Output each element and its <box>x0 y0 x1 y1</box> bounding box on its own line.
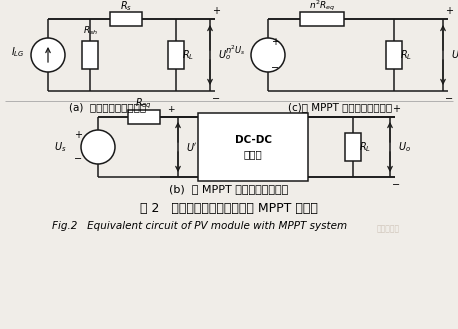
Text: +: + <box>445 6 453 16</box>
Bar <box>345 133 361 161</box>
Text: $R_L$: $R_L$ <box>400 48 412 62</box>
Circle shape <box>81 130 115 164</box>
Bar <box>82 41 98 69</box>
Text: $U'$: $U'$ <box>186 141 198 153</box>
Text: Fig.2   Equivalent circuit of PV module with MPPT system: Fig.2 Equivalent circuit of PV module wi… <box>52 221 348 231</box>
Text: $R_s$: $R_s$ <box>120 0 132 13</box>
Text: DC-DC: DC-DC <box>234 135 272 145</box>
Text: 图 2   太阳能电池板等效电路及 MPPT 系统图: 图 2 太阳能电池板等效电路及 MPPT 系统图 <box>140 203 318 215</box>
Bar <box>128 110 160 124</box>
Bar <box>386 41 402 69</box>
Text: $R_{sh}$: $R_{sh}$ <box>83 24 98 37</box>
Text: $U_o$: $U_o$ <box>451 48 458 62</box>
Text: 变换器: 变换器 <box>244 149 262 159</box>
Text: +: + <box>392 104 400 114</box>
Bar <box>110 12 142 26</box>
Text: (c)带 MPPT 系统的简化电路图: (c)带 MPPT 系统的简化电路图 <box>288 102 392 112</box>
Text: −: − <box>271 63 279 73</box>
Bar <box>198 113 308 181</box>
Text: $I_{LG}$: $I_{LG}$ <box>11 45 25 59</box>
Text: $R_L$: $R_L$ <box>182 48 194 62</box>
Circle shape <box>31 38 65 72</box>
Text: −: − <box>212 94 220 104</box>
Text: (a)  接负载时的等效电路: (a) 接负载时的等效电路 <box>70 102 147 112</box>
Text: $R_{eq}$: $R_{eq}$ <box>136 97 153 111</box>
Circle shape <box>251 38 285 72</box>
Text: $U_s$: $U_s$ <box>54 140 66 154</box>
Text: $n^2R_{eq}$: $n^2R_{eq}$ <box>309 0 335 13</box>
Text: 电子发烧友: 电子发烧友 <box>376 224 399 234</box>
Text: −: − <box>392 180 400 190</box>
Text: −: − <box>445 94 453 104</box>
Text: +: + <box>74 130 82 140</box>
Text: −: − <box>74 154 82 164</box>
Text: +: + <box>168 105 175 114</box>
Bar <box>300 12 344 26</box>
Text: +: + <box>271 37 279 47</box>
Text: $U_o$: $U_o$ <box>398 140 411 154</box>
Bar <box>168 41 184 69</box>
Text: $n^2U_s$: $n^2U_s$ <box>225 43 246 57</box>
Text: $R_L$: $R_L$ <box>359 140 371 154</box>
Text: +: + <box>212 6 220 16</box>
Text: (b)  带 MPPT 系统的等效电路图: (b) 带 MPPT 系统的等效电路图 <box>169 184 289 194</box>
Text: $U_o$: $U_o$ <box>218 48 231 62</box>
